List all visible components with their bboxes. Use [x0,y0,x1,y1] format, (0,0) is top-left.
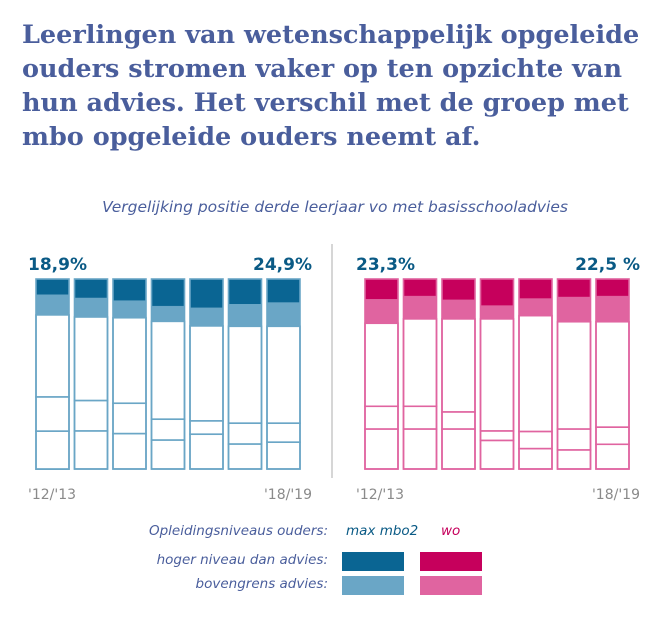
bar-max-mbo2-2-seg-1 [113,301,146,318]
bar-wo-0-seg-4 [365,429,398,469]
start-percentage-label-0: 18,9% [28,255,87,275]
bar-wo-4-seg-4 [519,449,552,469]
bar-wo-2-seg-3 [442,412,475,429]
bar-max-mbo2-2-seg-0 [113,279,146,301]
bar-max-mbo2-0-seg-2 [36,315,69,397]
x-start-label-1: '12/'13 [356,487,404,503]
x-end-label-1: '18/'19 [592,487,640,503]
bar-max-mbo2-1-seg-1 [75,298,108,317]
legend-swatch-hoger-wo [420,552,482,571]
bar-max-mbo2-1-seg-3 [75,401,108,431]
bar-wo-6-seg-2 [596,322,629,427]
bar-max-mbo2-0-seg-0 [36,279,69,295]
bar-wo-6-seg-4 [596,444,629,469]
legend-row-bovengrens-label: bovengrens advies: [196,576,328,592]
end-percentage-label-1: 22,5 % [575,255,640,275]
bar-wo-2-seg-2 [442,319,475,412]
legend-header-label: Opleidingsniveaus ouders: [149,523,328,539]
bar-wo-2-seg-0 [442,279,475,300]
bar-max-mbo2-5-seg-3 [229,423,262,444]
start-percentage-label-1: 23,3% [356,255,415,275]
bar-wo-3-seg-0 [481,279,514,306]
bar-wo-0-seg-0 [365,279,398,299]
x-end-label-0: '18/'19 [264,487,312,503]
x-start-label-0: '12/'13 [28,487,76,503]
bar-wo-1-seg-2 [404,319,437,406]
bar-wo-1-seg-4 [404,429,437,469]
bar-wo-3-seg-3 [481,431,514,441]
bar-max-mbo2-4-seg-2 [190,326,223,421]
bar-wo-1-seg-1 [404,296,437,319]
bar-max-mbo2-6-seg-0 [267,279,300,303]
bar-max-mbo2-5-seg-4 [229,444,262,469]
bar-max-mbo2-4-seg-4 [190,434,223,469]
bar-max-mbo2-1-seg-0 [75,279,108,298]
bar-wo-3-seg-4 [481,441,514,470]
chart-area: 18,9% 24,9% '12/'13 '18/'19 23,3% 22,5 % '12/'… [0,0,670,621]
bar-wo-6-seg-1 [596,296,629,322]
bar-max-mbo2-5-seg-1 [229,304,262,326]
bar-wo-4-seg-2 [519,316,552,432]
bar-max-mbo2-4-seg-3 [190,421,223,434]
legend-swatch-hoger-mbo [342,552,404,571]
bar-wo-0-seg-2 [365,323,398,406]
bar-max-mbo2-4-seg-0 [190,279,223,308]
bar-max-mbo2-0-seg-1 [36,295,69,315]
bar-max-mbo2-3-seg-1 [152,306,185,321]
bar-wo-5-seg-3 [558,429,591,450]
legend-swatch-bovengrens-wo [420,576,482,595]
bar-max-mbo2-5-seg-2 [229,326,262,423]
bar-wo-3-seg-1 [481,306,514,319]
bar-max-mbo2-1-seg-2 [75,317,108,401]
bar-max-mbo2-3-seg-4 [152,440,185,469]
bar-wo-5-seg-2 [558,322,591,429]
bar-max-mbo2-6-seg-1 [267,303,300,327]
bar-wo-4-seg-0 [519,279,552,299]
bar-wo-4-seg-1 [519,299,552,316]
bar-max-mbo2-2-seg-2 [113,318,146,404]
bar-max-mbo2-0-seg-3 [36,397,69,431]
bar-wo-0-seg-3 [365,406,398,429]
bar-wo-4-seg-3 [519,432,552,449]
bar-max-mbo2-1-seg-4 [75,431,108,469]
bar-wo-3-seg-2 [481,319,514,431]
bar-wo-1-seg-0 [404,279,437,296]
bar-max-mbo2-0-seg-4 [36,431,69,469]
legend-row-hoger-label: hoger niveau dan advies: [157,552,328,568]
bar-max-mbo2-5-seg-0 [229,279,262,304]
legend-swatch-bovengrens-mbo [342,576,404,595]
legend-series-a-label: max mbo2 [346,523,418,539]
bar-max-mbo2-6-seg-4 [267,442,300,469]
bar-wo-5-seg-4 [558,450,591,469]
bar-max-mbo2-3-seg-3 [152,419,185,440]
bar-wo-6-seg-3 [596,427,629,444]
end-percentage-label-0: 24,9% [253,255,312,275]
bar-wo-5-seg-1 [558,297,591,322]
bar-wo-1-seg-3 [404,406,437,429]
bar-wo-2-seg-1 [442,300,475,319]
bar-max-mbo2-2-seg-4 [113,434,146,469]
bar-wo-2-seg-4 [442,429,475,469]
bar-wo-0-seg-1 [365,299,398,323]
bar-max-mbo2-2-seg-3 [113,403,146,433]
bar-max-mbo2-3-seg-0 [152,279,185,306]
bar-max-mbo2-4-seg-1 [190,308,223,326]
bar-wo-5-seg-0 [558,279,591,297]
bar-max-mbo2-6-seg-3 [267,423,300,442]
bar-max-mbo2-6-seg-2 [267,326,300,423]
bar-max-mbo2-3-seg-2 [152,321,185,419]
bar-wo-6-seg-0 [596,279,629,296]
legend-series-b-label: wo [441,523,460,539]
